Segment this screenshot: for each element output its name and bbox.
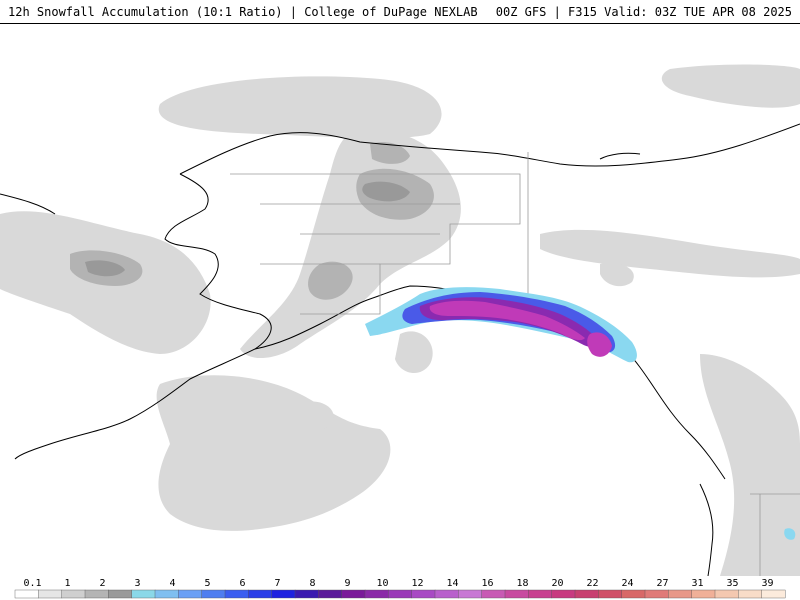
- legend-swatch: [388, 589, 413, 599]
- legend-swatch: [714, 589, 739, 599]
- map-canvas: [0, 24, 800, 576]
- run-info: 00Z GFS | F315 Valid: 03Z TUE APR 08 202…: [495, 5, 792, 19]
- map-title: 12h Snowfall Accumulation (10:1 Ratio) |…: [8, 5, 478, 19]
- legend-label: 9: [344, 578, 350, 589]
- legend-swatch: [364, 589, 389, 599]
- legend-label: 16: [481, 578, 493, 589]
- legend-label: 35: [726, 578, 738, 589]
- legend-swatch: [458, 589, 483, 599]
- legend-swatch: [201, 589, 226, 599]
- heavy-grey-areas: [85, 181, 410, 277]
- legend-swatch: [738, 589, 763, 599]
- legend-swatch: [108, 589, 133, 599]
- legend-label: 39: [761, 578, 773, 589]
- legend-swatch: [574, 589, 599, 599]
- legend-swatch: [691, 589, 716, 599]
- legend-swatch: [224, 589, 249, 599]
- legend-swatch: [61, 589, 86, 599]
- legend-swatch: [84, 589, 109, 599]
- color-legend: 0.1 1 2 3 4 5 6 7 8 9 10 12 14 16 18 20 22 24 27 31 35 39: [0, 576, 800, 600]
- light-snow-spots: [369, 322, 796, 540]
- legend-swatch: [178, 589, 203, 599]
- legend-label: 31: [691, 578, 703, 589]
- legend-label: 27: [656, 578, 668, 589]
- legend-label: 1: [64, 578, 70, 589]
- legend-swatch: [598, 589, 623, 599]
- legend-label: 20: [551, 578, 563, 589]
- legend-swatch: [644, 589, 669, 599]
- legend-swatch: [761, 589, 786, 599]
- heavy-snow-band: [365, 287, 637, 363]
- legend-swatch: [14, 589, 39, 599]
- legend-label: 2: [99, 578, 105, 589]
- legend-label: 3: [134, 578, 140, 589]
- snowfall-map: [0, 24, 800, 576]
- legend-swatch: [248, 589, 273, 599]
- legend-swatch: [434, 589, 459, 599]
- legend-label: 4: [169, 578, 175, 589]
- legend-label: 8: [309, 578, 315, 589]
- legend-label: 6: [239, 578, 245, 589]
- moderate-snow-areas: [70, 142, 434, 300]
- legend-swatch: [668, 589, 693, 599]
- legend-swatch: [318, 589, 343, 599]
- legend-swatch: [131, 589, 156, 599]
- legend-label: 5: [204, 578, 210, 589]
- legend-label: 10: [376, 578, 388, 589]
- legend-label: 7: [274, 578, 280, 589]
- legend-label: 22: [586, 578, 598, 589]
- legend-swatch: [481, 589, 506, 599]
- legend-swatch: [154, 589, 179, 599]
- legend-swatch: [411, 589, 436, 599]
- legend-swatch: [528, 589, 553, 599]
- legend-swatch: [504, 589, 529, 599]
- legend-label: 18: [516, 578, 528, 589]
- borders: [230, 152, 800, 576]
- legend-swatch: [38, 589, 63, 599]
- legend-label: 24: [621, 578, 633, 589]
- legend-label: 12: [411, 578, 423, 589]
- legend-swatch: [551, 589, 576, 599]
- legend-bar: 0.1 1 2 3 4 5 6 7 8 9 10 12 14 16 18 20 22 24 27 31 35 39: [14, 578, 786, 599]
- light-snow-areas: [0, 64, 800, 576]
- legend-swatch: [341, 589, 366, 599]
- legend-label: 0.1: [23, 578, 41, 589]
- map-header: 12h Snowfall Accumulation (10:1 Ratio) |…: [0, 0, 800, 24]
- legend-swatch: [621, 589, 646, 599]
- legend-label: 14: [446, 578, 458, 589]
- legend-swatch: [271, 589, 296, 599]
- legend-swatch: [294, 589, 319, 599]
